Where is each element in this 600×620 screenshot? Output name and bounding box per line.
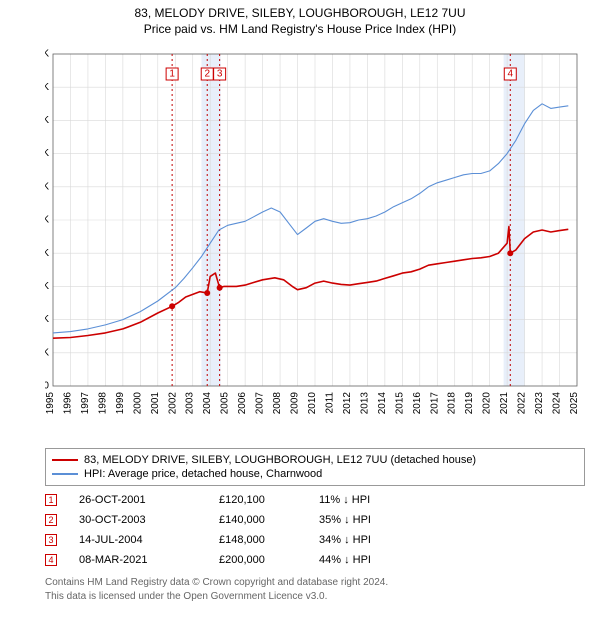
footer: Contains HM Land Registry data © Crown c… bbox=[45, 576, 388, 603]
svg-text:2010: 2010 bbox=[307, 392, 318, 415]
chart-area: 1 23 4 £0 £50K £100K £150K £200K £250K £300K £350K… bbox=[45, 46, 585, 416]
svg-text:1998: 1998 bbox=[97, 392, 108, 415]
legend-swatch-property bbox=[52, 459, 78, 461]
chart-container: 83, MELODY DRIVE, SILEBY, LOUGHBOROUGH, … bbox=[0, 0, 600, 620]
svg-text:2014: 2014 bbox=[377, 392, 388, 415]
svg-text:2016: 2016 bbox=[412, 392, 423, 415]
svg-text:£450K: £450K bbox=[45, 82, 49, 93]
footer-line1: Contains HM Land Registry data © Crown c… bbox=[45, 576, 388, 590]
svg-text:2019: 2019 bbox=[464, 392, 475, 415]
sales-marker-icon: 2 bbox=[45, 514, 57, 526]
sales-price: £200,000 bbox=[219, 554, 319, 566]
svg-text:2015: 2015 bbox=[394, 392, 405, 415]
svg-text:£250K: £250K bbox=[45, 215, 49, 226]
svg-text:£500K: £500K bbox=[45, 49, 49, 60]
svg-text:2006: 2006 bbox=[237, 392, 248, 415]
svg-text:£300K: £300K bbox=[45, 181, 49, 192]
svg-text:4: 4 bbox=[507, 69, 513, 80]
svg-text:2009: 2009 bbox=[290, 392, 301, 415]
svg-text:2003: 2003 bbox=[185, 392, 196, 415]
svg-text:1: 1 bbox=[169, 69, 175, 80]
svg-text:2023: 2023 bbox=[534, 392, 545, 415]
svg-text:£400K: £400K bbox=[45, 115, 49, 126]
sales-marker-icon: 1 bbox=[45, 494, 57, 506]
sales-row: 2 30-OCT-2003 £140,000 35% ↓ HPI bbox=[45, 510, 429, 530]
svg-text:£0: £0 bbox=[45, 381, 49, 392]
svg-text:1997: 1997 bbox=[80, 392, 91, 415]
sales-date: 26-OCT-2001 bbox=[79, 494, 219, 506]
svg-text:1995: 1995 bbox=[45, 392, 56, 415]
legend: 83, MELODY DRIVE, SILEBY, LOUGHBOROUGH, … bbox=[45, 448, 585, 486]
svg-text:£100K: £100K bbox=[45, 314, 49, 325]
sales-diff: 34% ↓ HPI bbox=[319, 534, 429, 546]
sales-diff: 35% ↓ HPI bbox=[319, 514, 429, 526]
svg-text:2021: 2021 bbox=[499, 392, 510, 415]
footer-line2: This data is licensed under the Open Gov… bbox=[45, 590, 388, 604]
title-subtitle: Price paid vs. HM Land Registry's House … bbox=[0, 22, 600, 36]
svg-text:2024: 2024 bbox=[552, 392, 563, 415]
sales-diff: 44% ↓ HPI bbox=[319, 554, 429, 566]
sales-table: 1 26-OCT-2001 £120,100 11% ↓ HPI 2 30-OC… bbox=[45, 490, 429, 570]
svg-text:2002: 2002 bbox=[167, 392, 178, 415]
svg-text:2025: 2025 bbox=[569, 392, 580, 415]
legend-row-property: 83, MELODY DRIVE, SILEBY, LOUGHBOROUGH, … bbox=[52, 453, 578, 467]
legend-swatch-hpi bbox=[52, 473, 78, 475]
svg-text:2012: 2012 bbox=[342, 392, 353, 415]
svg-text:2001: 2001 bbox=[150, 392, 161, 415]
chart-svg: 1 23 4 £0 £50K £100K £150K £200K £250K £300K £350K… bbox=[45, 46, 585, 416]
sales-row: 4 08-MAR-2021 £200,000 44% ↓ HPI bbox=[45, 550, 429, 570]
svg-text:2007: 2007 bbox=[255, 392, 266, 415]
svg-text:2017: 2017 bbox=[429, 392, 440, 415]
sales-diff: 11% ↓ HPI bbox=[319, 494, 429, 506]
svg-text:3: 3 bbox=[217, 69, 223, 80]
svg-text:2018: 2018 bbox=[447, 392, 458, 415]
svg-text:£200K: £200K bbox=[45, 248, 49, 259]
legend-row-hpi: HPI: Average price, detached house, Char… bbox=[52, 467, 578, 481]
svg-text:2: 2 bbox=[204, 69, 210, 80]
svg-text:2000: 2000 bbox=[132, 392, 143, 415]
sales-price: £140,000 bbox=[219, 514, 319, 526]
chart-titles: 83, MELODY DRIVE, SILEBY, LOUGHBOROUGH, … bbox=[0, 0, 600, 36]
sales-date: 30-OCT-2003 bbox=[79, 514, 219, 526]
svg-text:2004: 2004 bbox=[202, 392, 213, 415]
svg-text:1999: 1999 bbox=[115, 392, 126, 415]
sales-price: £148,000 bbox=[219, 534, 319, 546]
svg-text:£350K: £350K bbox=[45, 148, 49, 159]
sales-row: 3 14-JUL-2004 £148,000 34% ↓ HPI bbox=[45, 530, 429, 550]
svg-text:2005: 2005 bbox=[220, 392, 231, 415]
title-address: 83, MELODY DRIVE, SILEBY, LOUGHBOROUGH, … bbox=[0, 6, 600, 20]
sales-row: 1 26-OCT-2001 £120,100 11% ↓ HPI bbox=[45, 490, 429, 510]
sales-price: £120,100 bbox=[219, 494, 319, 506]
svg-text:2008: 2008 bbox=[272, 392, 283, 415]
svg-text:2013: 2013 bbox=[359, 392, 370, 415]
legend-label-property: 83, MELODY DRIVE, SILEBY, LOUGHBOROUGH, … bbox=[84, 454, 476, 466]
svg-text:1996: 1996 bbox=[62, 392, 73, 415]
svg-text:£150K: £150K bbox=[45, 281, 49, 292]
svg-text:£50K: £50K bbox=[45, 347, 49, 358]
sales-marker-icon: 4 bbox=[45, 554, 57, 566]
svg-text:2020: 2020 bbox=[482, 392, 493, 415]
sales-marker-icon: 3 bbox=[45, 534, 57, 546]
legend-label-hpi: HPI: Average price, detached house, Char… bbox=[84, 468, 322, 480]
svg-text:2022: 2022 bbox=[517, 392, 528, 415]
sales-date: 14-JUL-2004 bbox=[79, 534, 219, 546]
sales-date: 08-MAR-2021 bbox=[79, 554, 219, 566]
svg-text:2011: 2011 bbox=[324, 392, 335, 414]
